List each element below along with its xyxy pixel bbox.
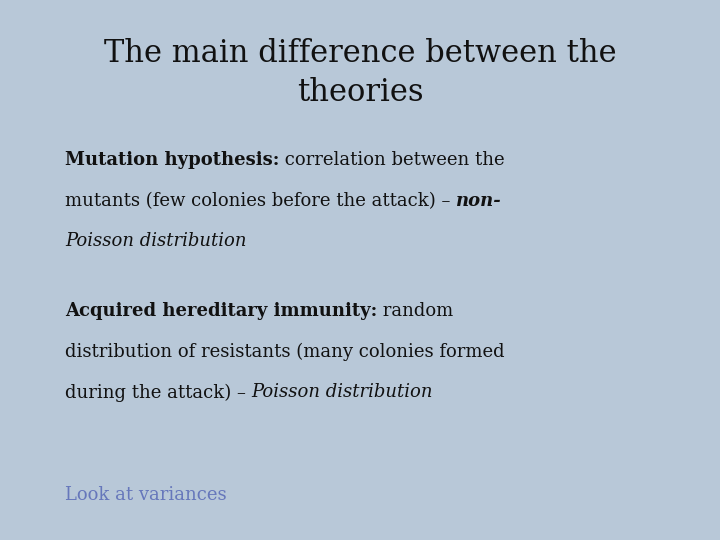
Text: mutants (few colonies before the attack) –: mutants (few colonies before the attack)… <box>65 192 456 210</box>
Text: The main difference between the
theories: The main difference between the theories <box>104 38 616 108</box>
Text: distribution of resistants (many colonies formed: distribution of resistants (many colonie… <box>65 343 505 361</box>
Text: during the attack) –: during the attack) – <box>65 383 251 402</box>
Text: random: random <box>377 302 454 320</box>
Text: Poisson distribution: Poisson distribution <box>251 383 433 401</box>
Text: non-: non- <box>456 192 502 210</box>
Text: Look at variances: Look at variances <box>65 486 226 504</box>
Text: Poisson distribution: Poisson distribution <box>65 232 246 250</box>
Text: Acquired hereditary immunity:: Acquired hereditary immunity: <box>65 302 377 320</box>
Text: Mutation hypothesis:: Mutation hypothesis: <box>65 151 279 169</box>
Text: correlation between the: correlation between the <box>279 151 505 169</box>
